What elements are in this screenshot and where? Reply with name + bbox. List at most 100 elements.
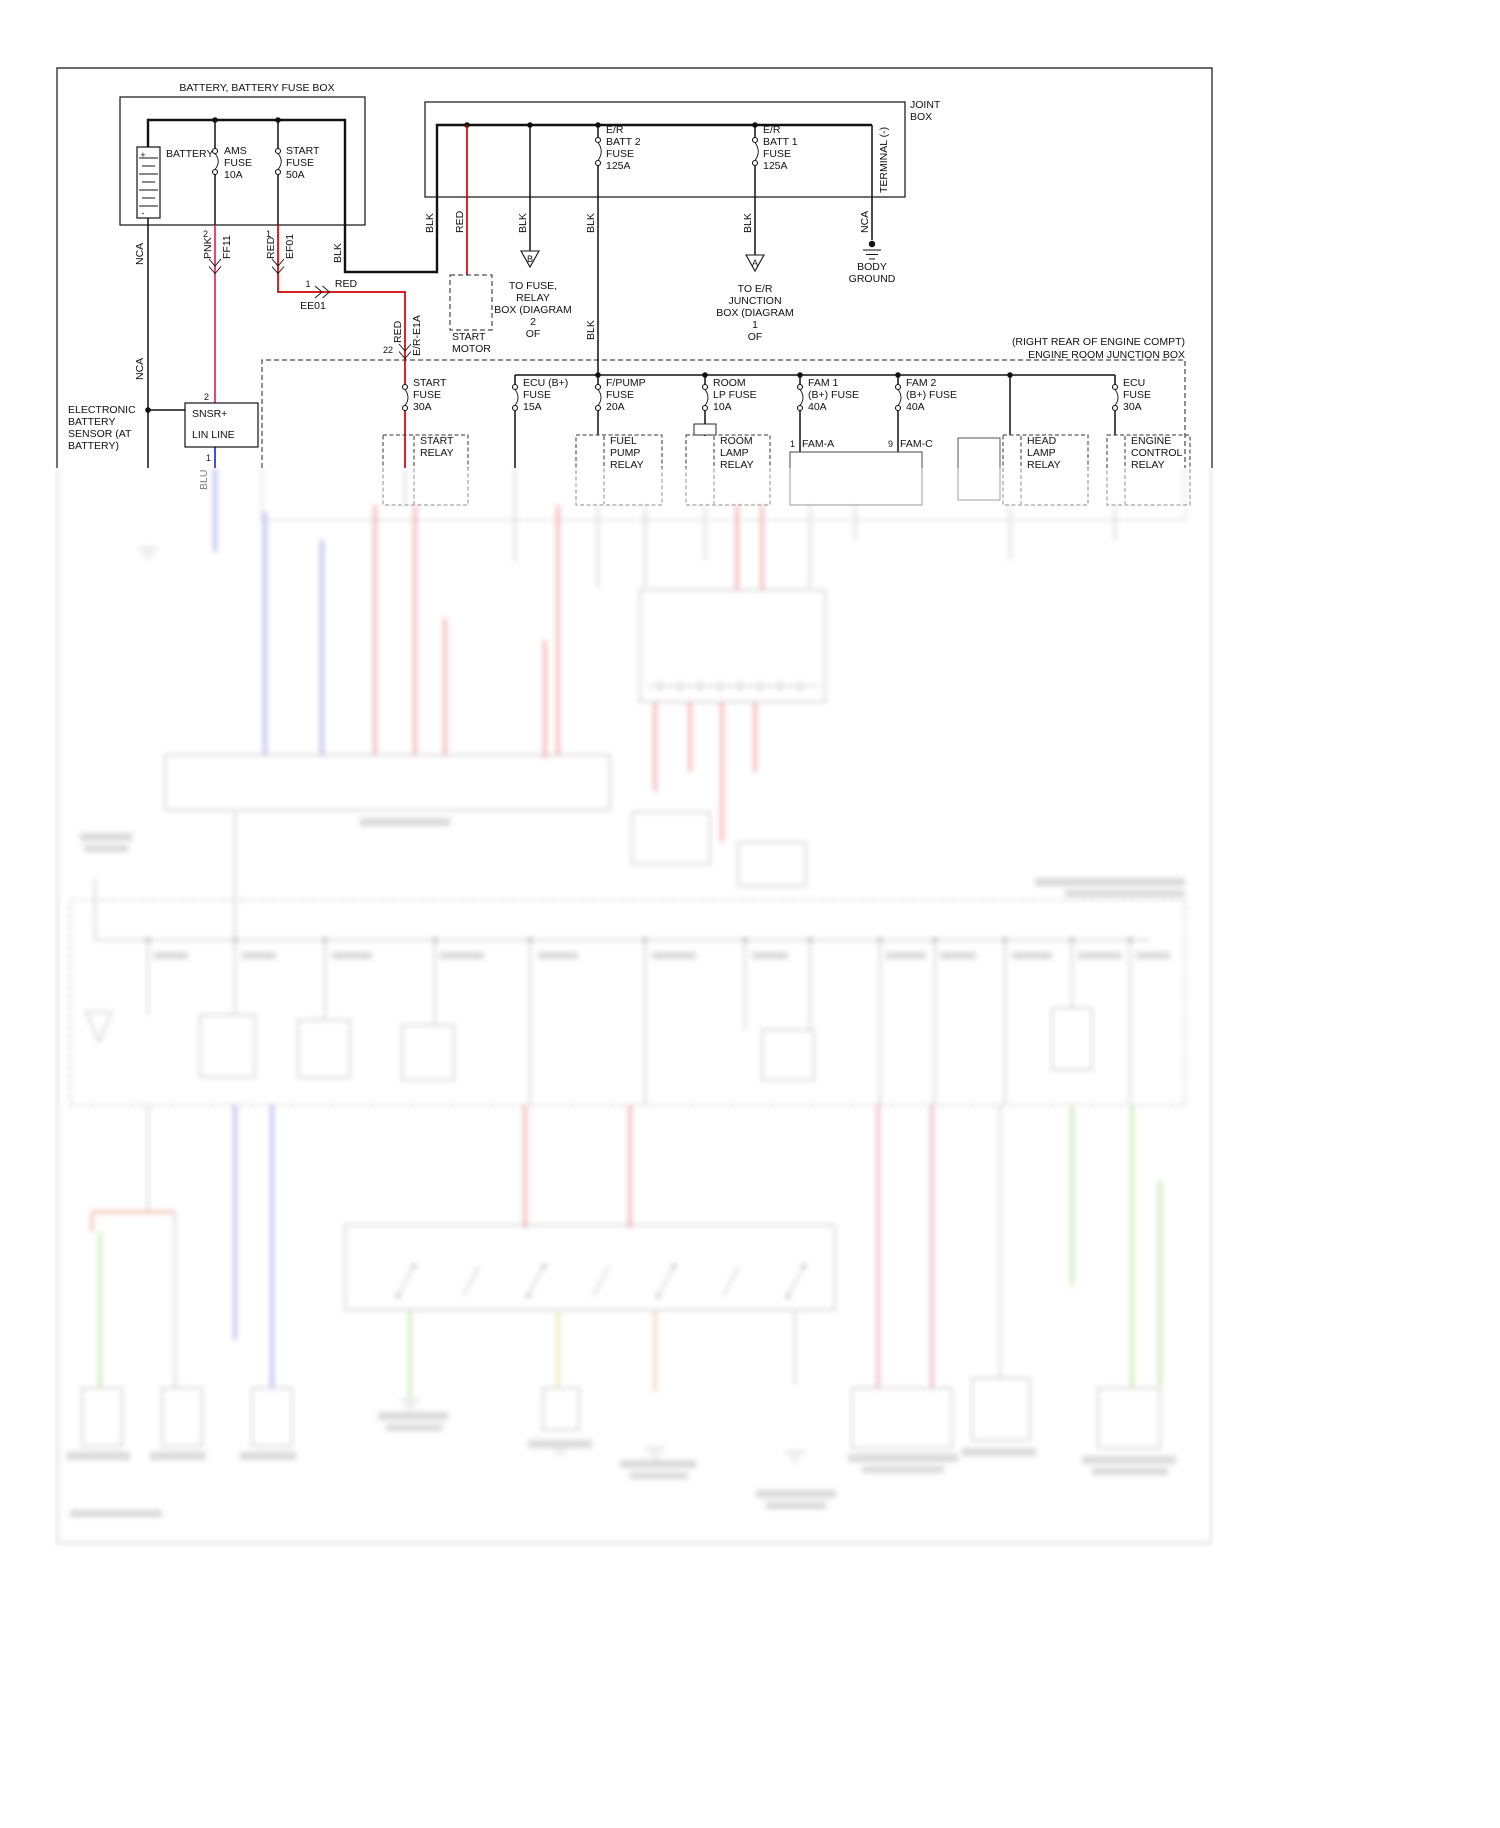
connector-pin: 1 (305, 279, 310, 289)
blurred-schematic-layer (56, 468, 1213, 1544)
wire-label-blk: BLK (517, 213, 529, 233)
sensor-caption: ELECTRONIC (68, 404, 136, 416)
faded-pink-wires (876, 1105, 934, 1388)
sensor-caption: BATTERY (68, 416, 115, 428)
relay-label-room: RELAY (720, 459, 754, 471)
relay-label-room: ROOM (720, 435, 753, 447)
faded-blue-wires (213, 468, 324, 1388)
junction-fuse-label: 30A (413, 401, 432, 413)
battery-sensor: ELECTRONIC BATTERY SENSOR (AT BATTERY) S… (68, 392, 259, 463)
relay-label-head: LAMP (1027, 447, 1056, 459)
off-page-references: B TO FUSE, RELAY BOX (DIAGRAM 2 OF A TO … (449, 240, 896, 355)
faded-junction-dots (145, 937, 1133, 1299)
junction-fuse-label: F/PUMP (606, 377, 646, 389)
wire-label-blk: BLK (424, 213, 436, 233)
er-batt1-fuse-label: BATT 1 (763, 136, 798, 148)
faded-red-wires (373, 505, 764, 1228)
main-power-wires (146, 118, 872, 274)
ref-b-text: BOX (DIAGRAM (494, 304, 572, 316)
junction-fuse-label: 40A (906, 401, 925, 413)
wire-label-red: RED (454, 210, 466, 233)
junction-fuse-label: ECU (B+) (523, 377, 568, 389)
engine-room-junction-box: (RIGHT REAR OF ENGINE COMPT) ENGINE ROOM… (261, 336, 1191, 506)
relay-label-engine: ENGINE (1131, 435, 1171, 447)
pin-number: 2 (203, 229, 208, 239)
junction-fuse-label: 40A (808, 401, 827, 413)
ref-b-text: OF (526, 328, 541, 340)
ref-b-text: TO FUSE, (509, 280, 557, 292)
faded-salmon-wires (90, 1210, 175, 1232)
relay-label-fuel: FUEL (610, 435, 637, 447)
wire-labels: NCA NCA PNK 2 FF11 RED 1 EF01 BLK BLK RE… (134, 210, 871, 490)
junction-box-header: ENGINE ROOM JUNCTION BOX (1028, 349, 1185, 361)
ref-a-letter: A (752, 258, 758, 268)
faded-text-smudges (66, 818, 1185, 1517)
start-motor-box (449, 274, 493, 331)
junction-fuse-label: FUSE (1123, 389, 1151, 401)
fam-a-label: FAM-A (802, 438, 834, 450)
ref-a-text: OF (748, 331, 763, 343)
er-batt2-fuse-label: FUSE (606, 148, 634, 160)
ref-a-text: BOX (DIAGRAM (716, 307, 794, 319)
junction-fuse-label: 10A (713, 401, 732, 413)
battery-minus-sign: - (142, 208, 145, 218)
wire-label-blk: BLK (742, 213, 754, 233)
faded-gray-structure (56, 468, 1213, 1544)
faded-diagram-region (55, 468, 1213, 1560)
relay-label-start: RELAY (420, 447, 454, 459)
ref-a-text: JUNCTION (728, 295, 781, 307)
junction-fuse-label: 15A (523, 401, 542, 413)
junction-box-header: (RIGHT REAR OF ENGINE COMPT) (1012, 336, 1185, 348)
connector-symbols (208, 258, 412, 360)
joint-box-title: BOX (910, 111, 932, 123)
wire-label-blk: BLK (332, 243, 344, 263)
er-batt1-fuse-label: 125A (763, 160, 788, 172)
junction-fuse-label: FAM 1 (808, 377, 839, 389)
diagram-frame (56, 67, 1213, 468)
connector-label-ef01: EF01 (284, 234, 296, 259)
wire-label-nca: NCA (859, 211, 871, 233)
terminal-minus-label: TERMINAL (-) (878, 127, 890, 193)
wire-label-nca: NCA (134, 243, 146, 265)
relay-label-room: LAMP (720, 447, 749, 459)
wire-label-pnk: PNK (202, 237, 214, 259)
sensor-caption: SENSOR (AT (68, 428, 132, 440)
junction-fuse-label: ECU (1123, 377, 1145, 389)
junction-relay-boxes (382, 434, 1191, 506)
relay-label-head: RELAY (1027, 459, 1061, 471)
junction-fuse-label: 20A (606, 401, 625, 413)
ams-fuse-label: FUSE (224, 157, 252, 169)
sensor-pin-number: 1 (206, 453, 211, 463)
junction-fuse-label: LP FUSE (713, 389, 757, 401)
diagram-ref-b-icon (520, 250, 540, 269)
battery-box-title: BATTERY, BATTERY FUSE BOX (179, 82, 334, 94)
faded-green-wires (98, 1105, 1162, 1398)
junction-fuse-label: FUSE (413, 389, 441, 401)
wire-label-red: RED (265, 236, 277, 259)
start-motor-label: MOTOR (452, 343, 491, 355)
relay-label-fuel: RELAY (610, 459, 644, 471)
ams-fuse-label: 10A (224, 169, 243, 181)
ref-a-text: 1 (752, 319, 758, 331)
joint-box: JOINT BOX E/R BATT 2 FUSE 125A E/R BATT … (424, 99, 941, 240)
junction-fuse-symbols (401, 383, 1119, 412)
connector-label-er-e1a: E/R-E1A (411, 315, 423, 356)
wire-label-nca: NCA (134, 358, 146, 380)
pin-number: 1 (266, 229, 271, 239)
junction-fuse-label: FAM 2 (906, 377, 937, 389)
body-ground-label: BODY (857, 261, 887, 273)
sensor-pin-lin: LIN LINE (192, 429, 235, 441)
fam-a-pin: 1 (790, 439, 795, 449)
er-batt2-fuse-label: E/R (606, 124, 624, 136)
junction-fuse-label: FUSE (523, 389, 551, 401)
body-ground-icon (868, 240, 876, 248)
ref-a-text: TO E/R (738, 283, 773, 295)
junction-fuse-label: 30A (1123, 401, 1142, 413)
junction-fuse-label: START (413, 377, 447, 389)
relay-label-engine: CONTROL (1131, 447, 1182, 459)
connector-label-ee01: EE01 (300, 300, 326, 312)
sensor-pin-snsr: SNSR+ (192, 408, 227, 420)
connector-label-ff11: FF11 (221, 235, 233, 259)
